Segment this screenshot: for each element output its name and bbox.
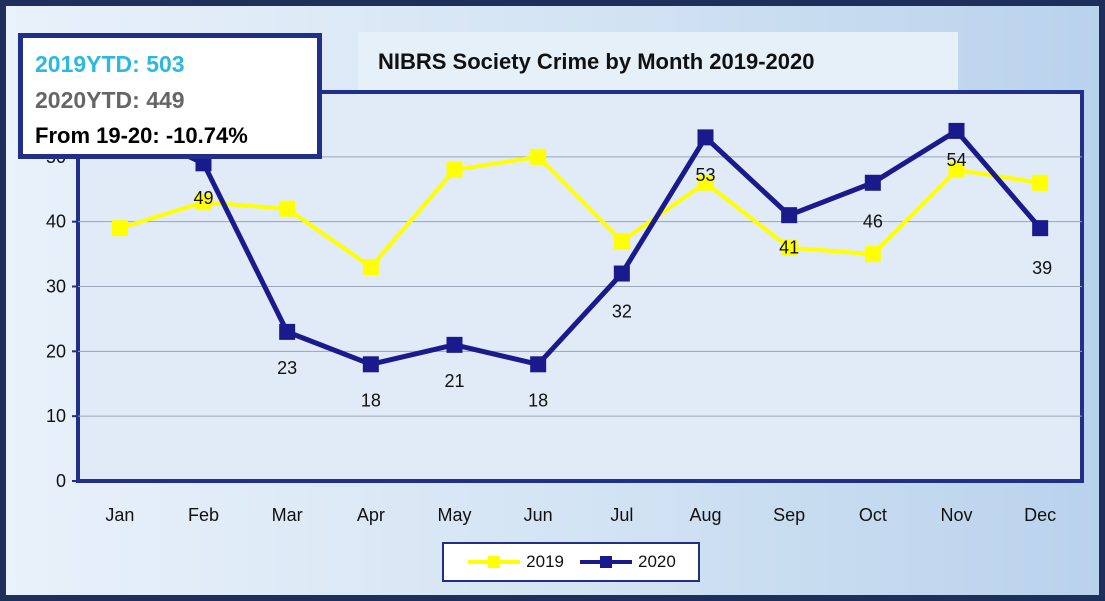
data-point-2020 xyxy=(864,174,881,191)
data-label-2020: 53 xyxy=(695,165,715,185)
ytd-2019-text: 2019YTD: 503 xyxy=(35,51,185,77)
data-label-2020: 21 xyxy=(444,371,464,391)
legend-swatch-2020 xyxy=(580,556,632,568)
x-tick-label: Apr xyxy=(357,505,385,525)
data-label-2020: 18 xyxy=(528,390,548,410)
series-line-2019 xyxy=(119,154,1041,270)
data-point-2019 xyxy=(195,194,212,211)
legend-item-2019: 2019 xyxy=(466,552,564,572)
data-label-2020: 18 xyxy=(361,390,381,410)
legend-label-2019: 2019 xyxy=(526,552,564,571)
x-tick-label: May xyxy=(437,505,471,525)
chart-title: NIBRS Society Crime by Month 2019-2020 xyxy=(378,49,815,74)
y-tick-label: 0 xyxy=(56,471,66,491)
data-point-2019 xyxy=(446,161,463,178)
x-tick-label: Jun xyxy=(524,505,553,525)
y-tick-label: 40 xyxy=(46,212,66,232)
x-tick-label: Dec xyxy=(1024,505,1056,525)
y-tick-label: 10 xyxy=(46,406,66,426)
x-tick-label: Mar xyxy=(272,505,303,525)
data-point-2020 xyxy=(781,207,798,224)
data-point-2020 xyxy=(362,356,379,373)
ytd-change-text: From 19-20: -10.74% xyxy=(35,123,248,148)
data-point-2020 xyxy=(446,336,463,353)
data-point-2019 xyxy=(530,148,547,165)
data-point-2019 xyxy=(1032,174,1049,191)
data-point-2020 xyxy=(1032,220,1049,237)
data-label-2020: 39 xyxy=(1032,258,1052,278)
chart-legend: 2019 2020 xyxy=(442,542,700,582)
data-point-2020 xyxy=(697,129,714,146)
data-point-2019 xyxy=(781,239,798,256)
ytd-2020-text: 2020YTD: 449 xyxy=(35,87,185,113)
data-point-2019 xyxy=(948,161,965,178)
x-tick-label: Feb xyxy=(188,505,219,525)
x-tick-label: Sep xyxy=(773,505,805,525)
legend-label-2020: 2020 xyxy=(638,552,676,571)
data-point-2020 xyxy=(948,122,965,139)
x-tick-label: Jul xyxy=(610,505,633,525)
data-label-2020: 49 xyxy=(193,188,213,208)
legend-swatch-2019 xyxy=(468,556,521,568)
x-tick-label: Nov xyxy=(940,505,972,525)
y-tick-label: 20 xyxy=(46,341,66,361)
data-label-2020: 32 xyxy=(612,302,632,322)
x-tick-label: Jan xyxy=(105,505,134,525)
data-label-2020: 54 xyxy=(946,150,966,170)
ytd-summary-box: 2019YTD: 503 2020YTD: 449 From 19-20: -1… xyxy=(18,33,322,159)
data-point-2019 xyxy=(697,174,714,191)
data-point-2019 xyxy=(864,246,881,263)
data-point-2020 xyxy=(195,155,212,172)
data-label-2020: 41 xyxy=(779,238,799,258)
data-point-2019 xyxy=(111,220,128,237)
series-line-2020 xyxy=(118,122,1043,367)
data-point-2020 xyxy=(530,356,547,373)
x-tick-label: Aug xyxy=(689,505,721,525)
data-point-2019 xyxy=(613,233,630,250)
data-point-2019 xyxy=(279,200,296,217)
legend-item-2020: 2020 xyxy=(578,552,676,572)
y-tick-label: 30 xyxy=(46,277,66,297)
x-tick-label: Oct xyxy=(859,505,887,525)
data-point-2020 xyxy=(613,265,630,282)
data-point-2020 xyxy=(279,323,296,340)
data-label-2020: 23 xyxy=(277,358,297,378)
data-label-2020: 46 xyxy=(863,212,883,232)
data-point-2019 xyxy=(362,259,379,276)
chart-title-box: NIBRS Society Crime by Month 2019-2020 xyxy=(358,32,958,92)
